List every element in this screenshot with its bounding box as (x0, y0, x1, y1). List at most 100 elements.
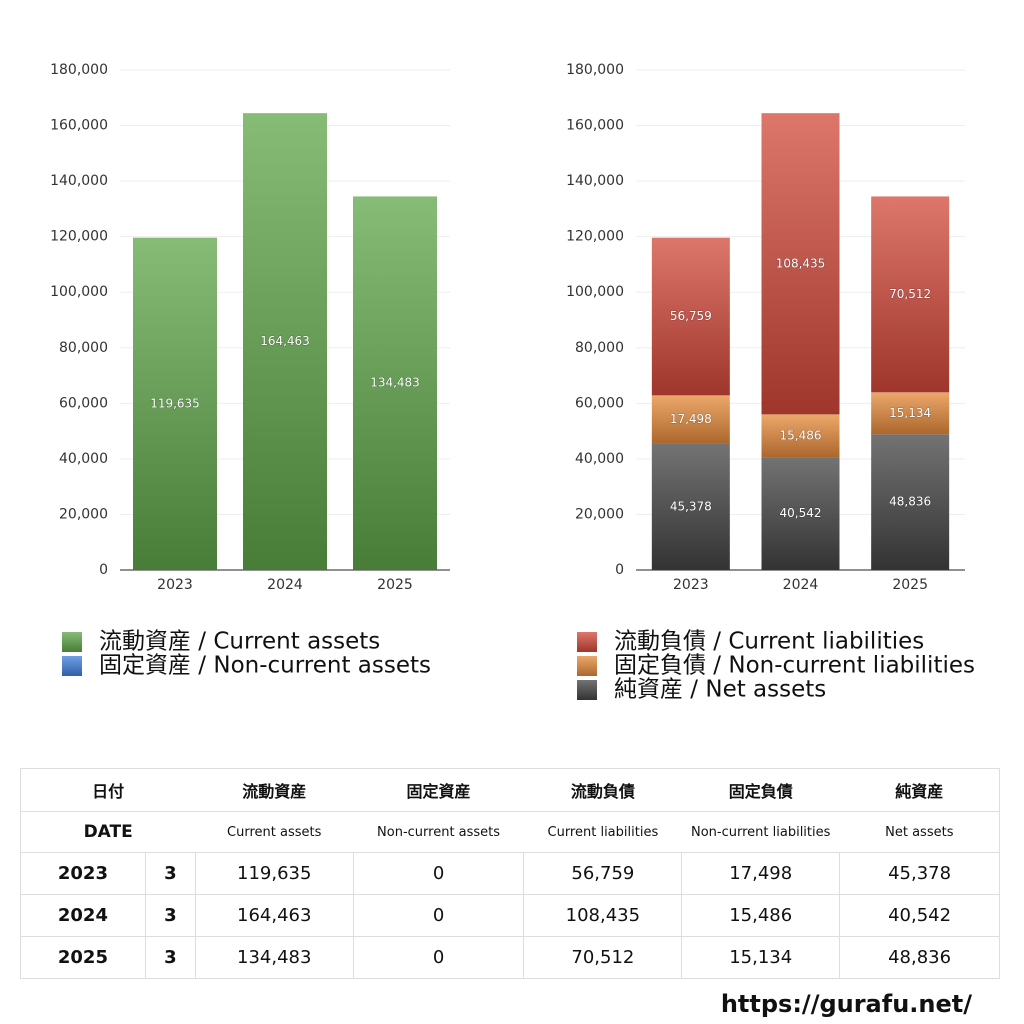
y-tick-label: 120,000 (566, 229, 624, 245)
table-cell: 70,512 (523, 936, 683, 979)
table-cell: 3 (144, 894, 196, 937)
x-tick-label: 2023 (673, 577, 709, 593)
y-tick-label: 60,000 (59, 395, 108, 411)
legend-label: 固定負債 / Non-current liabilities (614, 653, 975, 679)
x-tick-label: 2025 (892, 577, 928, 593)
x-tick-label: 2024 (783, 577, 819, 593)
subheader-cell: Current assets (195, 811, 354, 853)
value-label: 48,836 (889, 495, 931, 509)
subheader-cell: Net assets (839, 811, 1000, 853)
y-tick-label: 100,000 (50, 284, 108, 300)
x-tick-label: 2024 (267, 577, 303, 593)
table-cell: 134,483 (194, 936, 354, 979)
table-cell: 2025 (20, 936, 146, 979)
y-tick-label: 0 (615, 562, 624, 578)
value-label: 70,512 (889, 287, 931, 301)
y-tick-label: 20,000 (575, 506, 624, 522)
bar-segment (243, 113, 327, 571)
y-tick-label: 180,000 (566, 62, 624, 78)
value-label: 15,486 (780, 428, 822, 442)
footer-url: https://gurafu.net/ (720, 990, 972, 1018)
y-tick-label: 20,000 (59, 506, 108, 522)
y-tick-label: 40,000 (575, 451, 624, 467)
header-cell: 純資産 (839, 768, 1000, 812)
legend-swatch (62, 656, 82, 676)
data-table: 日付 流動資産 固定資産 流動負債 固定負債 純資産 DATE Current … (20, 768, 1000, 979)
table-cell: 40,542 (839, 894, 1000, 937)
table-cell: 17,498 (681, 852, 841, 895)
value-label: 164,463 (260, 334, 310, 348)
header-cell: 固定負債 (681, 768, 840, 812)
table-cell: 15,486 (681, 894, 841, 937)
table-cell: 108,435 (523, 894, 683, 937)
x-tick-label: 2025 (377, 577, 413, 593)
bar-segment (651, 395, 730, 444)
table-cell: 2024 (20, 894, 146, 937)
table-cell: 48,836 (839, 936, 1000, 979)
subheader-cell: Non-current assets (353, 811, 524, 853)
y-tick-label: 40,000 (59, 451, 108, 467)
y-tick-label: 140,000 (50, 173, 108, 189)
legend-swatch (62, 632, 82, 652)
legend-label: 流動負債 / Current liabilities (614, 629, 924, 655)
bar-segment (871, 392, 950, 435)
bar-segment (651, 443, 730, 570)
header-row: 日付 流動資産 固定資産 流動負債 固定負債 純資産 (20, 768, 1000, 812)
header-cell: 流動資産 (195, 768, 354, 812)
subheader-row: DATE Current assets Non-current assets C… (20, 811, 1000, 853)
legend-swatch (577, 680, 597, 700)
table-cell: 119,635 (194, 852, 354, 895)
table-cell: 0 (352, 894, 525, 937)
bar-segment (353, 196, 437, 571)
y-tick-label: 140,000 (566, 173, 624, 189)
subheader-cell: Non-current liabilities (681, 811, 840, 853)
value-label: 40,542 (780, 506, 822, 520)
bar-segment (761, 414, 840, 458)
legend-swatch (577, 656, 597, 676)
legend-label: 流動資産 / Current assets (99, 629, 380, 655)
table-cell: 3 (144, 852, 196, 895)
legend-label: 固定資産 / Non-current assets (99, 653, 431, 679)
y-tick-label: 80,000 (59, 340, 108, 356)
table-cell: 15,134 (681, 936, 841, 979)
y-tick-label: 160,000 (566, 118, 624, 134)
x-tick-label: 2023 (157, 577, 193, 593)
table-cell: 164,463 (194, 894, 354, 937)
bar-segment (133, 237, 217, 571)
table-cell: 3 (144, 936, 196, 979)
subheader-cell: Current liabilities (523, 811, 682, 853)
value-label: 119,635 (150, 396, 200, 410)
value-label: 108,435 (776, 256, 826, 270)
header-cell: 流動負債 (523, 768, 682, 812)
table-cell: 0 (352, 936, 525, 979)
data-row: 2025 3 134,483 0 70,512 15,134 48,836 (20, 936, 1000, 979)
value-label: 15,134 (889, 406, 931, 420)
y-tick-label: 180,000 (50, 62, 108, 78)
bar-segment (871, 434, 950, 570)
value-label: 56,759 (670, 309, 712, 323)
y-tick-label: 0 (99, 562, 108, 578)
bar-segment (761, 113, 840, 415)
bar-segment (651, 237, 730, 396)
data-row: 2024 3 164,463 0 108,435 15,486 40,542 (20, 894, 1000, 937)
data-row: 2023 3 119,635 0 56,759 17,498 45,378 (20, 852, 1000, 895)
header-cell: 日付 (20, 768, 196, 812)
y-tick-label: 120,000 (50, 229, 108, 245)
legend-label: 純資産 / Net assets (614, 677, 826, 703)
header-cell: 固定資産 (353, 768, 524, 812)
bar-segment (871, 196, 950, 393)
legend-swatch (577, 632, 597, 652)
table-cell: 45,378 (839, 852, 1000, 895)
value-label: 45,378 (670, 499, 712, 513)
y-tick-label: 80,000 (575, 340, 624, 356)
bar-segment (761, 457, 840, 570)
table-cell: 56,759 (523, 852, 683, 895)
y-tick-label: 160,000 (50, 118, 108, 134)
y-tick-label: 100,000 (566, 284, 624, 300)
value-label: 17,498 (670, 412, 712, 426)
table-cell: 0 (352, 852, 525, 895)
subheader-cell: DATE (20, 811, 196, 853)
y-tick-label: 60,000 (575, 395, 624, 411)
value-label: 134,483 (370, 376, 420, 390)
